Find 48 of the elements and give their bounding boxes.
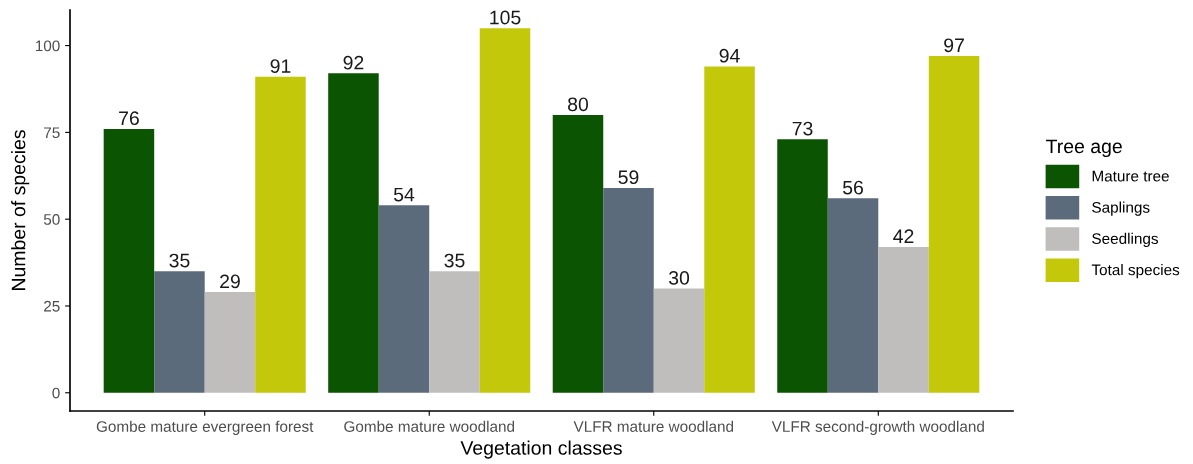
legend-label: Seedlings: [1092, 232, 1158, 248]
data-label: 80: [568, 97, 589, 112]
data-label: 30: [668, 271, 690, 285]
data-label: 105: [490, 10, 521, 25]
bar: [827, 198, 879, 393]
y-axis-title: Number of species: [11, 130, 30, 290]
bar: [704, 66, 755, 393]
legend-title: Tree age: [1046, 139, 1122, 158]
data-label: 76: [119, 111, 139, 126]
data-label: 92: [343, 55, 364, 70]
data-label: 97: [944, 38, 964, 53]
y-tick-label: 50: [43, 214, 60, 225]
bar: [878, 246, 929, 393]
x-tick-label: Gombe mature woodland: [344, 420, 515, 432]
x-tick-label: VLFR mature woodland: [573, 420, 734, 432]
bar: [328, 73, 379, 393]
y-tick-label: 100: [35, 40, 60, 52]
bar: [255, 76, 306, 393]
data-label: 73: [792, 121, 813, 136]
bar: [103, 128, 155, 393]
legend-label: Total species: [1091, 264, 1180, 279]
y-tick-label: 75: [44, 127, 60, 139]
bar: [653, 288, 705, 393]
data-label: 59: [618, 170, 639, 185]
data-label: 56: [842, 180, 863, 195]
y-tick-label: 25: [44, 300, 60, 312]
x-tick-label: VLFR second-growth woodland: [771, 420, 984, 435]
data-label: 91: [270, 59, 291, 73]
data-label: 35: [169, 253, 190, 268]
bar: [479, 28, 531, 393]
data-label: 29: [220, 274, 240, 289]
bar: [928, 56, 980, 393]
bar: [204, 292, 256, 393]
legend-label: Saplings: [1092, 201, 1150, 216]
legend-label: Mature tree: [1092, 170, 1169, 182]
data-label: 42: [893, 229, 914, 243]
bar: [378, 205, 430, 393]
bar: [552, 115, 604, 393]
bar: [429, 271, 480, 393]
bar: [603, 187, 654, 393]
y-tick-label: 0: [52, 387, 60, 399]
bar: [154, 271, 205, 393]
data-label: 35: [444, 253, 465, 268]
bar: [777, 139, 828, 393]
x-axis-title: Vegetation classes: [460, 440, 622, 459]
data-label: 94: [719, 48, 740, 63]
data-label: 54: [393, 187, 415, 202]
x-tick-label: Gombe mature evergreen forest: [96, 420, 314, 435]
